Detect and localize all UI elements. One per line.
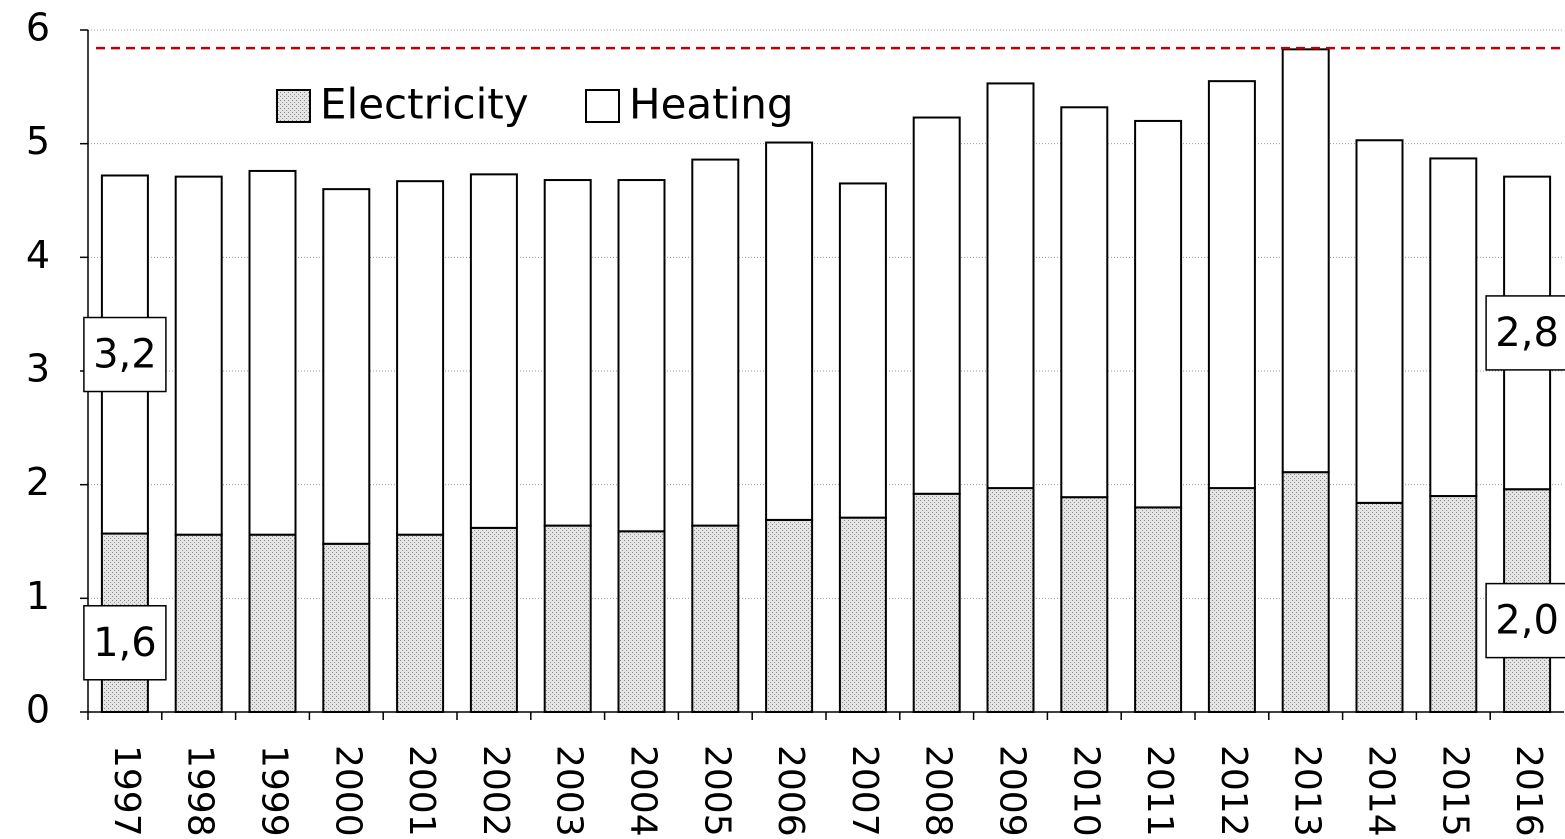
x-tick-label: 2000 xyxy=(327,745,368,837)
bar-segment xyxy=(838,182,887,519)
bar-segment xyxy=(838,516,887,713)
bar-segment xyxy=(986,487,1035,713)
x-tick-label: 2002 xyxy=(475,745,516,837)
x-tick-label: 2009 xyxy=(992,745,1033,837)
bar-segment xyxy=(248,169,297,536)
bar-segment xyxy=(543,179,592,527)
y-tick-label: 2 xyxy=(26,460,50,504)
data-label: 1,6 xyxy=(93,620,157,666)
data-label: 2,8 xyxy=(1495,310,1559,356)
y-tick-label: 5 xyxy=(26,119,50,163)
bar-segment xyxy=(1355,139,1404,504)
y-tick-label: 4 xyxy=(26,233,50,277)
x-tick-label: 2001 xyxy=(401,745,442,837)
bar-segment xyxy=(1281,48,1330,474)
x-tick-label: 2013 xyxy=(1287,745,1328,837)
x-tick-label: 2003 xyxy=(549,745,590,837)
x-tick-label: 2015 xyxy=(1434,745,1475,837)
bar-segment xyxy=(691,524,740,713)
bar-segment xyxy=(1060,106,1109,499)
x-tick-label: 1998 xyxy=(180,745,221,837)
label-box xyxy=(83,316,167,393)
bar-segment xyxy=(617,179,666,533)
x-tick-label: 2008 xyxy=(918,745,959,837)
bar-segment xyxy=(543,524,592,713)
bar-segment xyxy=(322,188,371,545)
y-tick-label: 3 xyxy=(26,347,50,391)
bar-segment xyxy=(469,173,518,529)
bar-segment xyxy=(469,526,518,713)
bar-segment xyxy=(1207,487,1256,713)
bar-segment xyxy=(1429,157,1478,498)
bar-segment xyxy=(986,82,1035,490)
x-tick-label: 2011 xyxy=(1139,745,1180,837)
bar-segment xyxy=(617,530,666,714)
y-tick-label: 6 xyxy=(26,6,50,50)
x-tick-label: 2004 xyxy=(623,745,664,837)
x-tick-label: 2010 xyxy=(1065,745,1106,837)
bar-segment xyxy=(1134,119,1183,509)
label-box xyxy=(1485,295,1565,371)
y-tick-label: 1 xyxy=(26,574,50,618)
label-box xyxy=(1485,582,1565,659)
label-box xyxy=(83,605,167,681)
x-tick-label: 2006 xyxy=(770,745,811,837)
bar-segment xyxy=(1134,506,1183,713)
y-tick-label: 0 xyxy=(26,688,50,732)
bar-segment xyxy=(248,533,297,713)
bar-segment xyxy=(1060,496,1109,714)
x-tick-label: 1997 xyxy=(106,745,147,837)
x-tick-label: 2012 xyxy=(1213,745,1254,837)
legend-label: Heating xyxy=(629,80,794,129)
bar-segment xyxy=(1355,501,1404,713)
bar-segment xyxy=(912,116,961,495)
data-label: 2,0 xyxy=(1495,598,1559,644)
bar-segment xyxy=(912,492,961,714)
x-tick-label: 2007 xyxy=(844,745,885,837)
x-tick-label: 2016 xyxy=(1508,745,1549,837)
bar-segment xyxy=(1207,80,1256,490)
bar-segment xyxy=(1429,495,1478,713)
bar-segment xyxy=(396,180,445,536)
bar-segment xyxy=(322,542,371,713)
bar-segment xyxy=(396,533,445,713)
legend-swatch xyxy=(276,89,311,123)
bar-segment xyxy=(765,518,814,713)
x-tick-label: 2014 xyxy=(1361,745,1402,837)
bar-segment xyxy=(1281,471,1330,713)
bar-segment xyxy=(691,158,740,527)
bar-segment xyxy=(174,533,223,713)
legend-label: Electricity xyxy=(320,80,529,129)
bar-segment xyxy=(174,175,223,536)
data-label: 3,2 xyxy=(93,332,157,378)
legend-swatch xyxy=(585,89,620,123)
x-tick-label: 1999 xyxy=(254,745,295,837)
bar-segment xyxy=(765,141,814,521)
x-tick-label: 2005 xyxy=(696,745,737,837)
